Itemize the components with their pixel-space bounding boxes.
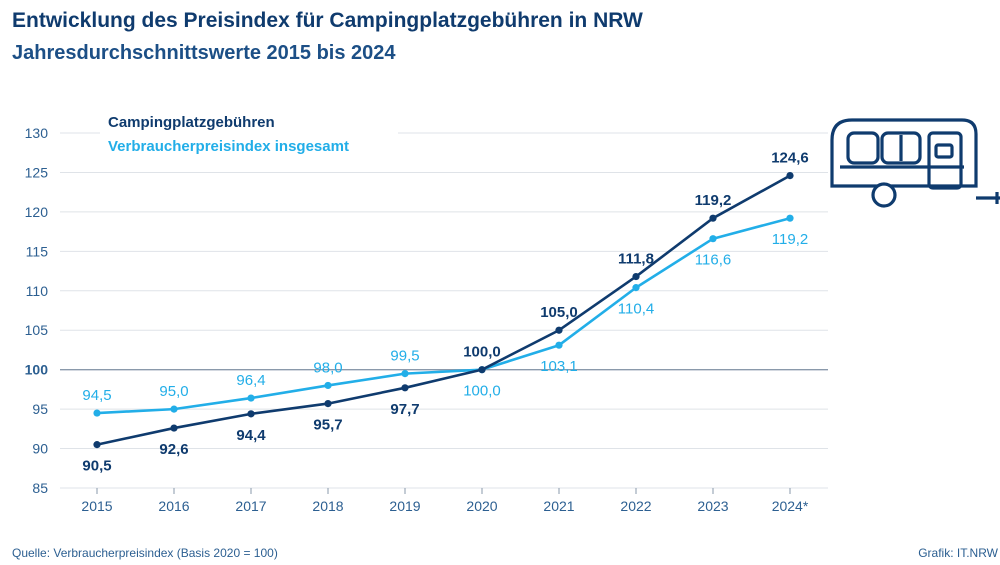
point-vpi-2017	[247, 394, 255, 402]
data-label-camping: 124,6	[771, 150, 809, 167]
data-label-vpi: 100,0	[463, 383, 501, 400]
legend-camping: Campingplatzgebühren	[108, 114, 275, 131]
point-camping-2020	[478, 366, 486, 374]
point-camping-2019	[401, 384, 409, 392]
y-tick-label: 115	[26, 243, 49, 259]
y-tick-label: 105	[25, 322, 49, 338]
x-tick-label: 2024*	[772, 498, 809, 514]
grid-lines	[60, 132, 828, 489]
y-axis-ticks: 85 90 95 100 105 110 115 120 125 130	[25, 125, 49, 496]
series-lines	[93, 172, 794, 449]
y-tick-label: 100	[25, 362, 49, 378]
x-tick-label: 2020	[466, 498, 497, 514]
data-label-camping: 95,7	[313, 417, 342, 434]
x-tick-label: 2015	[81, 498, 112, 514]
series-line-camping	[95, 174, 792, 446]
data-label-vpi: 96,4	[236, 372, 265, 389]
x-tick-label: 2017	[235, 498, 266, 514]
point-vpi-2016	[170, 405, 178, 413]
x-tick-label: 2022	[620, 498, 651, 514]
point-vpi-2024*	[786, 214, 794, 222]
point-camping-2017	[247, 410, 255, 418]
y-tick-label: 125	[25, 164, 49, 180]
point-camping-2015	[93, 441, 101, 449]
data-label-vpi: 98,0	[313, 359, 342, 376]
data-label-camping: 92,6	[159, 441, 188, 458]
point-camping-2022	[632, 272, 640, 281]
point-vpi-2018	[324, 381, 332, 390]
data-label-vpi: 103,1	[540, 358, 578, 375]
point-camping-2021	[555, 326, 563, 334]
data-label-camping: 97,7	[390, 401, 419, 418]
data-label-vpi: 95,0	[159, 383, 188, 400]
legend-vpi: Verbraucherpreisindex insgesamt	[108, 138, 349, 155]
point-vpi-2019	[401, 370, 409, 378]
series-line-vpi	[95, 216, 792, 415]
point-vpi-2015	[93, 409, 101, 417]
data-label-camping: 100,0	[463, 344, 501, 361]
y-tick-label: 130	[25, 125, 49, 141]
x-tick-label: 2018	[312, 498, 343, 514]
point-camping-2024*	[786, 172, 794, 180]
legend-background	[100, 108, 398, 166]
x-tick-label: 2016	[158, 498, 189, 514]
graphic-credit: Grafik: IT.NRW	[918, 546, 998, 560]
point-camping-2018	[324, 399, 332, 408]
chart-subtitle: Jahresdurchschnittswerte 2015 bis 2024	[12, 42, 396, 64]
x-tick-label: 2021	[543, 498, 574, 514]
x-tick-label: 2023	[697, 498, 728, 514]
data-label-camping: 119,2	[695, 192, 732, 209]
data-label-vpi: 116,6	[695, 252, 731, 269]
x-axis-ticks: 2015 2016 2017 2018 2019 2020 2021 2022 2023 2024…	[81, 488, 809, 514]
y-tick-label: 110	[26, 283, 49, 299]
data-labels: 90,5 92,6 94,4 95,7 97,7 100,0 105,0 111,8 119,2…	[82, 150, 808, 475]
source-note: Quelle: Verbraucherpreisindex (Basis 202…	[12, 546, 278, 560]
data-label-camping: 90,5	[82, 458, 111, 475]
point-vpi-2021	[555, 341, 563, 349]
y-tick-label: 95	[32, 401, 48, 417]
data-label-camping: 94,4	[236, 427, 266, 444]
x-tick-label: 2019	[389, 498, 420, 514]
y-tick-label: 85	[32, 480, 48, 496]
data-label-vpi: 99,5	[390, 348, 419, 365]
point-camping-2016	[170, 424, 178, 432]
data-label-vpi: 110,4	[618, 301, 654, 318]
point-camping-2023	[709, 214, 717, 222]
caravan-icon	[830, 118, 1000, 208]
data-label-camping: 111,8	[618, 251, 654, 268]
y-tick-label: 120	[25, 204, 49, 220]
chart-title: Entwicklung des Preisindex für Campingpl…	[12, 9, 643, 32]
data-label-vpi: 94,5	[82, 387, 111, 404]
data-label-camping: 105,0	[540, 304, 578, 321]
data-label-vpi: 119,2	[772, 231, 808, 248]
point-vpi-2022	[632, 284, 640, 292]
point-vpi-2023	[709, 235, 717, 243]
y-tick-label: 90	[32, 441, 48, 457]
